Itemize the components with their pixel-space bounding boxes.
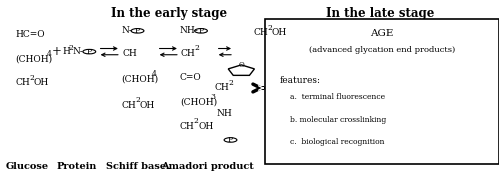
Text: P: P: [228, 136, 233, 144]
Text: CH: CH: [122, 101, 136, 110]
Text: +: +: [52, 45, 62, 58]
Text: c.  biological recognition: c. biological recognition: [290, 138, 384, 146]
FancyBboxPatch shape: [265, 19, 498, 164]
Text: CH: CH: [181, 49, 196, 58]
Text: CH: CH: [122, 49, 137, 58]
Text: In the late stage: In the late stage: [326, 7, 434, 20]
Text: CH: CH: [16, 78, 30, 87]
Text: 3: 3: [211, 93, 216, 101]
Text: CH: CH: [214, 83, 229, 93]
Text: H: H: [62, 47, 70, 56]
Text: O: O: [238, 61, 244, 69]
Text: 2: 2: [268, 24, 272, 32]
Text: HC=O: HC=O: [16, 30, 45, 39]
Text: 2: 2: [228, 79, 233, 87]
Text: N-: N-: [72, 47, 84, 56]
Text: P: P: [198, 27, 203, 35]
Text: 2: 2: [30, 74, 34, 82]
Text: P: P: [135, 27, 140, 35]
Text: 2: 2: [135, 96, 140, 105]
Text: (advanced glycation end products): (advanced glycation end products): [308, 46, 455, 54]
Text: Amadori product: Amadori product: [161, 162, 254, 171]
Text: (CHOH): (CHOH): [122, 75, 158, 84]
Text: features:: features:: [280, 76, 320, 85]
Text: Schiff base: Schiff base: [106, 162, 166, 171]
Text: a.  terminal fluorescence: a. terminal fluorescence: [290, 93, 384, 101]
Text: OH: OH: [34, 78, 49, 87]
Text: 2: 2: [68, 45, 73, 52]
Text: OH: OH: [198, 122, 214, 131]
Text: NH: NH: [216, 109, 232, 118]
Text: CH: CH: [180, 122, 194, 131]
Text: In the early stage: In the early stage: [111, 7, 227, 20]
Text: P: P: [87, 48, 92, 56]
Text: C=O: C=O: [180, 73, 202, 82]
Text: Protein: Protein: [57, 162, 97, 171]
Text: 4: 4: [152, 70, 157, 78]
Text: OH: OH: [272, 28, 287, 37]
Text: (CHOH): (CHOH): [180, 97, 217, 106]
Text: (CHOH): (CHOH): [16, 54, 52, 63]
Text: 4: 4: [46, 50, 52, 58]
Text: CH: CH: [254, 28, 268, 37]
Text: AGE: AGE: [370, 29, 394, 38]
Text: 2: 2: [194, 117, 198, 125]
Text: NH-: NH-: [180, 26, 199, 35]
Text: N-: N-: [122, 26, 132, 35]
Text: b. molecular crosslinking: b. molecular crosslinking: [290, 116, 386, 124]
Text: 2: 2: [194, 45, 200, 52]
Text: OH: OH: [140, 101, 154, 110]
Text: Glucose: Glucose: [6, 162, 49, 171]
